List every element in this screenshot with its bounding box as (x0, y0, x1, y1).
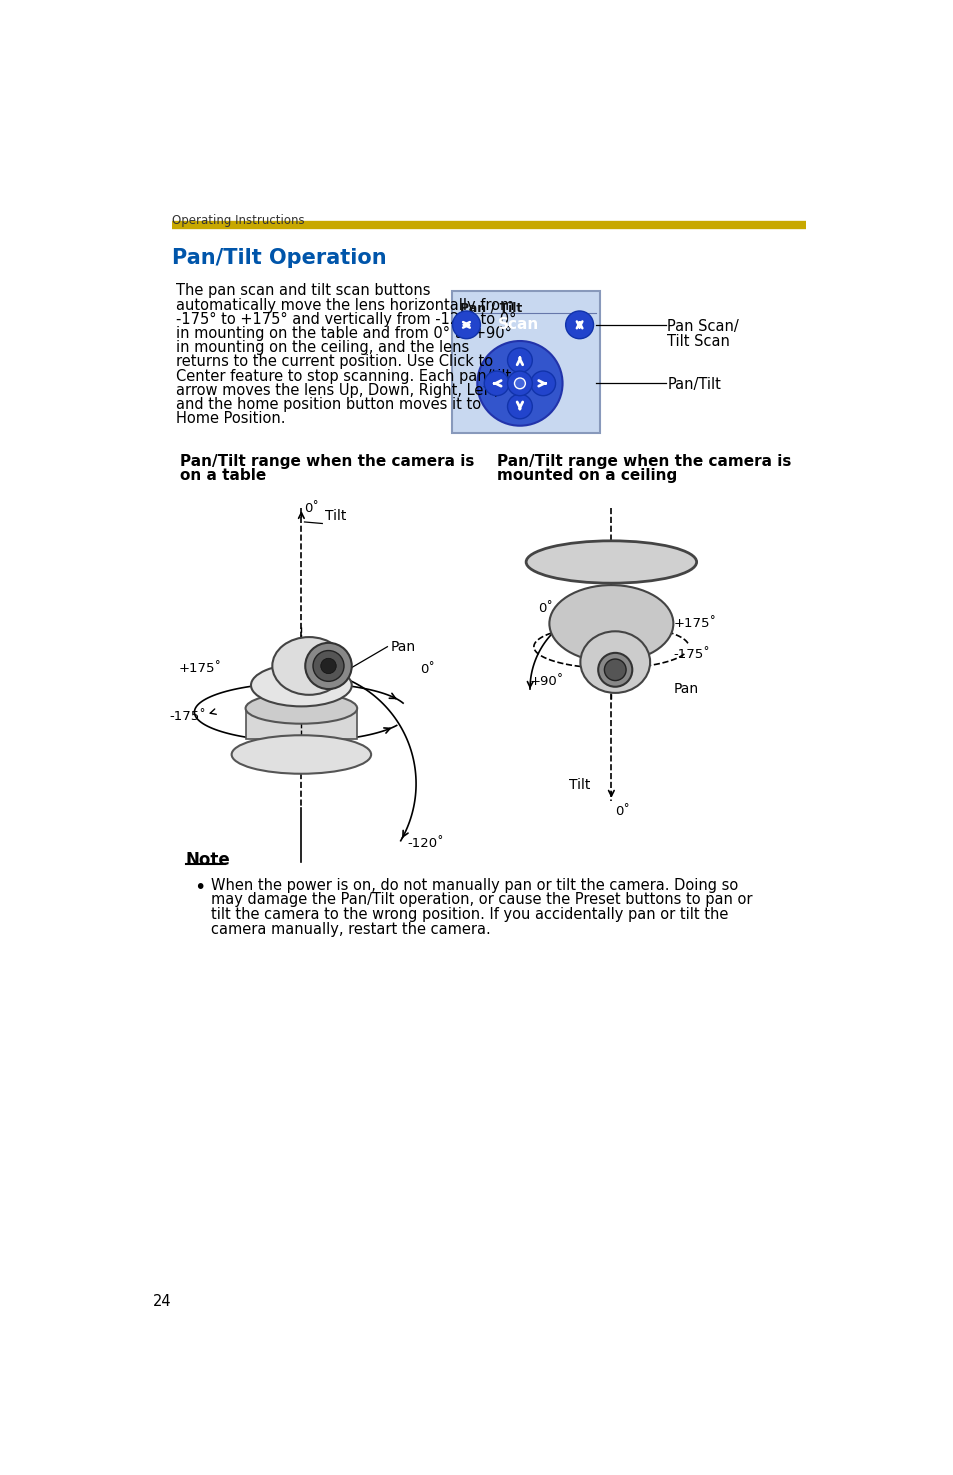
Text: -175˚: -175˚ (673, 648, 709, 661)
Circle shape (305, 643, 352, 689)
Ellipse shape (251, 664, 352, 707)
Text: +175˚: +175˚ (178, 662, 221, 674)
Text: mounted on a ceiling: mounted on a ceiling (497, 468, 677, 482)
Text: Note: Note (186, 851, 231, 869)
Text: Operating Instructions: Operating Instructions (172, 214, 304, 227)
Text: Pan Scan/: Pan Scan/ (666, 319, 739, 333)
Circle shape (452, 311, 480, 339)
Text: Pan/Tilt range when the camera is: Pan/Tilt range when the camera is (497, 454, 790, 469)
Ellipse shape (525, 541, 696, 583)
Text: may damage the Pan/Tilt operation, or cause the Preset buttons to pan or: may damage the Pan/Tilt operation, or ca… (211, 892, 751, 907)
Text: Pan: Pan (673, 681, 698, 696)
Circle shape (476, 341, 562, 426)
Text: When the power is on, do not manually pan or tilt the camera. Doing so: When the power is on, do not manually pa… (211, 878, 738, 892)
Text: Scan: Scan (497, 317, 538, 332)
Circle shape (484, 372, 509, 395)
Circle shape (514, 378, 525, 389)
Text: •: • (193, 878, 205, 897)
Ellipse shape (549, 586, 673, 662)
Text: Tilt: Tilt (324, 509, 346, 522)
Circle shape (565, 311, 593, 339)
Circle shape (604, 659, 625, 680)
Text: Pan / Tilt: Pan / Tilt (459, 302, 522, 314)
Text: -175˚: -175˚ (170, 709, 206, 723)
Text: -120˚: -120˚ (407, 836, 443, 850)
Text: tilt the camera to the wrong position. If you accidentally pan or tilt the: tilt the camera to the wrong position. I… (211, 907, 727, 922)
Text: -175° to +175° and vertically from -120° to 0°: -175° to +175° and vertically from -120°… (175, 311, 516, 327)
Text: in mounting on the table and from 0° to +90°: in mounting on the table and from 0° to … (175, 326, 511, 341)
Circle shape (507, 372, 532, 395)
Ellipse shape (232, 735, 371, 774)
Text: 0˚: 0˚ (304, 502, 319, 515)
Ellipse shape (579, 631, 649, 693)
Circle shape (598, 653, 632, 687)
Text: Tilt Scan: Tilt Scan (666, 333, 729, 350)
Text: 24: 24 (153, 1294, 172, 1308)
Circle shape (313, 650, 344, 681)
Text: camera manually, restart the camera.: camera manually, restart the camera. (211, 922, 490, 937)
Ellipse shape (272, 637, 346, 695)
Text: 0˚: 0˚ (419, 664, 435, 677)
Text: returns to the current position. Use Click to: returns to the current position. Use Cli… (175, 354, 493, 369)
Text: Pan: Pan (390, 640, 416, 653)
Text: Center feature to stop scanning. Each pan/tilt: Center feature to stop scanning. Each pa… (175, 369, 511, 384)
Text: and the home position button moves it to: and the home position button moves it to (175, 397, 480, 412)
Circle shape (507, 394, 532, 419)
Text: Tilt: Tilt (568, 779, 590, 792)
Text: Pan/Tilt Operation: Pan/Tilt Operation (172, 248, 386, 268)
Text: on a table: on a table (179, 468, 266, 482)
FancyBboxPatch shape (452, 291, 599, 434)
Text: 0˚: 0˚ (615, 804, 630, 817)
Circle shape (530, 372, 555, 395)
Text: in mounting on the ceiling, and the lens: in mounting on the ceiling, and the lens (175, 341, 469, 355)
Ellipse shape (245, 693, 356, 724)
Text: +175˚: +175˚ (673, 617, 716, 630)
Text: 0˚: 0˚ (537, 602, 552, 615)
FancyBboxPatch shape (245, 708, 356, 739)
Text: automatically move the lens horizontally from: automatically move the lens horizontally… (175, 298, 514, 313)
Text: Pan/Tilt: Pan/Tilt (666, 378, 720, 392)
Circle shape (507, 348, 532, 373)
Text: Home Position.: Home Position. (175, 412, 285, 426)
Text: +90˚: +90˚ (530, 676, 563, 687)
Text: The pan scan and tilt scan buttons: The pan scan and tilt scan buttons (175, 283, 430, 298)
Circle shape (320, 658, 335, 674)
Text: Pan/Tilt range when the camera is: Pan/Tilt range when the camera is (179, 454, 474, 469)
Text: arrow moves the lens Up, Down, Right, Left,: arrow moves the lens Up, Down, Right, Le… (175, 384, 497, 398)
